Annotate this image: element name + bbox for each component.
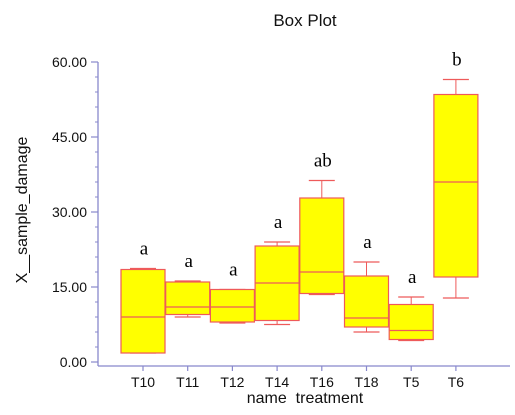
box-T10: a <box>120 239 166 354</box>
box-T5: a <box>388 267 434 342</box>
x-tick-label: T12 <box>220 374 244 390</box>
y-tick-label: 30.00 <box>52 204 87 220</box>
significance-letter: ab <box>314 151 332 172</box>
axes: 0.00 15.00 30.00 45.00 60.00 T10 T11 T12 T14 T16 T… <box>52 54 510 390</box>
box-T16: ab <box>299 151 345 296</box>
significance-letter: a <box>363 232 372 253</box>
x-axis-label: name treatment <box>247 390 364 407</box>
box-T12: a <box>209 260 255 324</box>
box-body <box>120 268 166 354</box>
box-body <box>209 288 255 323</box>
x-tick-label: T11 <box>176 374 199 390</box>
box-body <box>388 303 434 341</box>
x-tick-label: T6 <box>448 374 465 390</box>
x-tick-label: T5 <box>403 374 420 390</box>
significance-letter: a <box>184 251 193 272</box>
significance-letter: b <box>452 50 462 71</box>
box-T11: a <box>165 251 211 318</box>
box-body <box>299 197 345 295</box>
significance-letter: a <box>408 267 417 288</box>
y-tick-label: 0.00 <box>60 354 87 370</box>
x-tick-label: T14 <box>265 374 289 390</box>
x-tick-label: T10 <box>131 374 155 390</box>
chart-title: Box Plot <box>273 11 337 30</box>
significance-letter: a <box>229 260 238 281</box>
y-tick-label: 60.00 <box>52 54 87 70</box>
box-T14: a <box>254 212 300 326</box>
y-axis-label: X__sample_damage <box>14 137 31 284</box>
significance-letter: a <box>274 212 283 233</box>
box-body <box>165 281 211 316</box>
x-tick-label: T16 <box>310 374 334 390</box>
y-tick-label: 15.00 <box>52 279 87 295</box>
box-body <box>343 275 390 328</box>
box-body <box>433 93 479 278</box>
significance-letter: a <box>140 239 149 260</box>
y-tick-label: 45.00 <box>52 129 87 145</box>
box-T18: a <box>343 232 390 333</box>
box-T6: b <box>433 50 479 299</box>
x-tick-label: T18 <box>354 374 378 390</box>
